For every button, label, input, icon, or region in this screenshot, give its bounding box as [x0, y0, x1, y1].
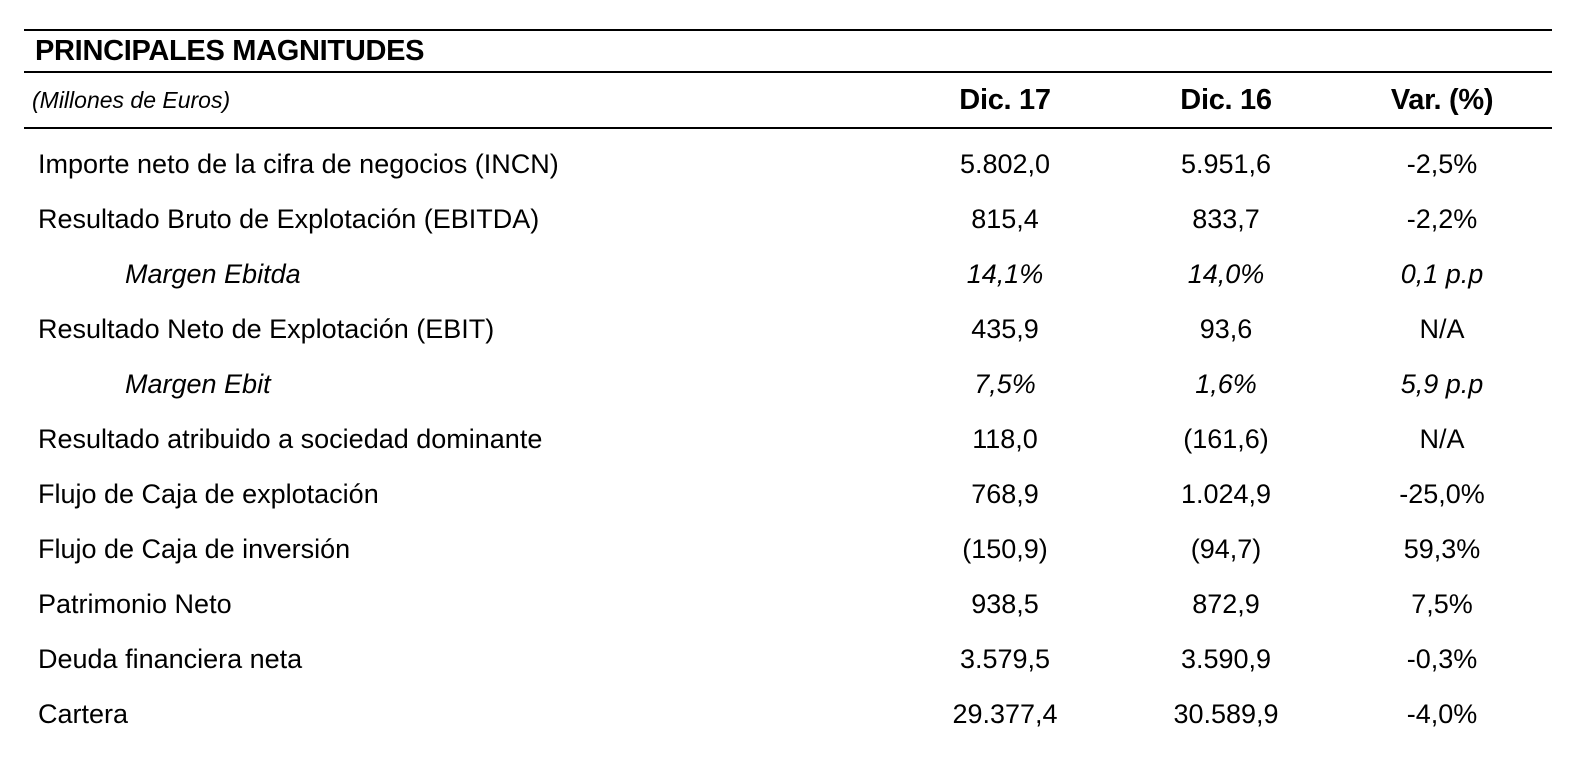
row-label: Deuda financiera neta	[38, 644, 303, 674]
row-label: Flujo de Caja de explotación	[38, 479, 379, 509]
table-row-incn: Importe neto de la cifra de negocios (IN…	[24, 137, 1552, 192]
dic16-value: 30.589,9	[1173, 699, 1279, 729]
table-row-flujo-explotacion: Flujo de Caja de explotación 768,9 1.024…	[24, 467, 1552, 522]
dic16-value: 872,9	[1192, 589, 1260, 619]
table-title: PRINCIPALES MAGNITUDES	[35, 34, 425, 67]
dic16-value: 93,6	[1199, 314, 1253, 344]
dic16-value: 3.590,9	[1180, 644, 1272, 674]
dic17-value: (150,9)	[962, 534, 1048, 564]
row-label: Margen Ebitda	[125, 259, 301, 289]
row-label: Resultado Neto de Explotación (EBIT)	[38, 314, 495, 344]
dic16-value: (94,7)	[1190, 534, 1262, 564]
row-label: Importe neto de la cifra de negocios (IN…	[38, 149, 559, 179]
row-label: Margen Ebit	[125, 369, 271, 399]
var-value: -25,0%	[1399, 479, 1485, 509]
var-value: 7,5%	[1411, 589, 1473, 619]
table-row-patrimonio-neto: Patrimonio Neto 938,5 872,9 7,5%	[24, 577, 1552, 632]
dic17-value: 29.377,4	[952, 699, 1058, 729]
dic16-value: (161,6)	[1183, 424, 1269, 454]
row-label: Flujo de Caja de inversión	[38, 534, 351, 564]
row-label: Resultado Bruto de Explotación (EBITDA)	[38, 204, 540, 234]
var-value: -4,0%	[1406, 699, 1478, 729]
var-value: 59,3%	[1403, 534, 1481, 564]
title-rule	[24, 71, 1552, 73]
column-header-dic16: Dic. 16	[1180, 83, 1272, 116]
dic16-value: 14,0%	[1187, 259, 1265, 289]
dic17-value: 118,0	[972, 424, 1038, 454]
table-row-flujo-inversion: Flujo de Caja de inversión (150,9) (94,7…	[24, 522, 1552, 577]
table-body: Importe neto de la cifra de negocios (IN…	[24, 129, 1552, 742]
table-row-margen-ebit: Margen Ebit 7,5% 1,6% 5,9 p.p	[24, 357, 1552, 412]
dic17-value: 14,1%	[966, 259, 1044, 289]
column-header-dic17: Dic. 17	[959, 83, 1051, 116]
table-row-deuda-financiera: Deuda financiera neta 3.579,5 3.590,9 -0…	[24, 632, 1552, 687]
row-label: Cartera	[38, 699, 129, 729]
dic16-value: 5.951,6	[1180, 149, 1272, 179]
dic17-value: 435,9	[971, 314, 1039, 344]
dic16-value: 833,7	[1192, 204, 1260, 234]
var-value: N/A	[1419, 314, 1465, 344]
row-label: Resultado atribuido a sociedad dominante	[38, 424, 543, 454]
dic16-value: 1,6%	[1195, 369, 1257, 399]
principales-magnitudes-table: PRINCIPALES MAGNITUDES (Millones de Euro…	[24, 29, 1552, 742]
row-label: Patrimonio Neto	[38, 589, 232, 619]
var-value: -0,3%	[1406, 644, 1478, 674]
dic17-value: 815,4	[971, 204, 1039, 234]
var-value: -2,5%	[1406, 149, 1478, 179]
table-row-resultado-atribuido: Resultado atribuido a sociedad dominante…	[24, 412, 1552, 467]
header-rule	[24, 127, 1552, 129]
var-value: 0,1 p.p	[1400, 259, 1484, 289]
top-rule	[24, 29, 1552, 31]
dic17-value: 938,5	[971, 589, 1039, 619]
dic16-value: 1.024,9	[1180, 479, 1272, 509]
dic17-value: 7,5%	[974, 369, 1036, 399]
dic17-value: 768,9	[971, 479, 1039, 509]
var-value: 5,9 p.p	[1400, 369, 1484, 399]
units-note: (Millones de Euros)	[32, 86, 231, 113]
table-header-row: (Millones de Euros) Dic. 17 Dic. 16 Var.…	[24, 73, 1552, 127]
table-row-ebitda: Resultado Bruto de Explotación (EBITDA) …	[24, 192, 1552, 247]
title-row: PRINCIPALES MAGNITUDES	[24, 31, 1552, 71]
column-header-var: Var. (%)	[1390, 83, 1494, 116]
table-row-margen-ebitda: Margen Ebitda 14,1% 14,0% 0,1 p.p	[24, 247, 1552, 302]
table-row-ebit: Resultado Neto de Explotación (EBIT) 435…	[24, 302, 1552, 357]
table-row-cartera: Cartera 29.377,4 30.589,9 -4,0%	[24, 687, 1552, 742]
dic17-value: 3.579,5	[959, 644, 1051, 674]
dic17-value: 5.802,0	[959, 149, 1051, 179]
var-value: -2,2%	[1406, 204, 1478, 234]
var-value: N/A	[1419, 424, 1465, 454]
